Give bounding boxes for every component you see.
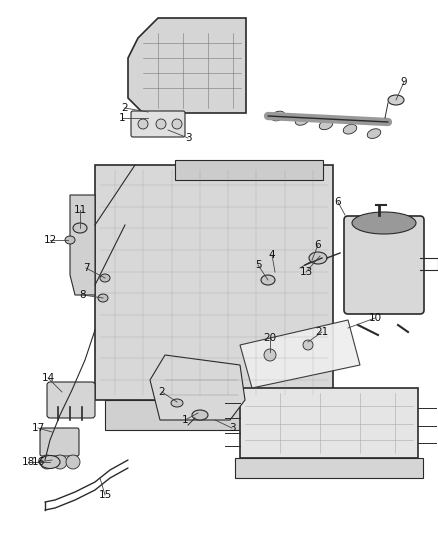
Text: 3: 3 — [229, 423, 235, 433]
Text: 16: 16 — [32, 457, 45, 467]
Text: 1: 1 — [182, 415, 188, 425]
Text: 14: 14 — [41, 373, 55, 383]
Text: 2: 2 — [159, 387, 165, 397]
Ellipse shape — [192, 410, 208, 420]
Polygon shape — [70, 195, 95, 295]
Text: 18: 18 — [21, 457, 35, 467]
Circle shape — [303, 340, 313, 350]
Circle shape — [172, 119, 182, 129]
Text: 2: 2 — [122, 103, 128, 113]
Ellipse shape — [367, 129, 381, 139]
Circle shape — [156, 119, 166, 129]
Ellipse shape — [98, 294, 108, 302]
Circle shape — [138, 119, 148, 129]
Ellipse shape — [309, 252, 327, 264]
Text: 1: 1 — [119, 113, 125, 123]
Polygon shape — [128, 18, 246, 113]
Circle shape — [264, 349, 276, 361]
Text: 6: 6 — [335, 197, 341, 207]
Text: 9: 9 — [401, 77, 407, 87]
Bar — [105, 400, 323, 430]
Ellipse shape — [65, 236, 75, 244]
Text: 6: 6 — [314, 240, 321, 250]
Text: 3: 3 — [185, 133, 191, 143]
Text: 17: 17 — [32, 423, 45, 433]
Ellipse shape — [319, 120, 333, 130]
Ellipse shape — [73, 223, 87, 233]
Ellipse shape — [40, 456, 60, 469]
Text: 11: 11 — [74, 205, 87, 215]
Ellipse shape — [100, 274, 110, 282]
Text: 12: 12 — [43, 235, 57, 245]
Polygon shape — [240, 320, 360, 388]
Text: 5: 5 — [254, 260, 261, 270]
FancyBboxPatch shape — [344, 216, 424, 314]
Ellipse shape — [271, 111, 285, 121]
Text: 10: 10 — [368, 313, 381, 323]
FancyBboxPatch shape — [47, 382, 95, 418]
Text: 20: 20 — [263, 333, 276, 343]
Circle shape — [40, 455, 54, 469]
Text: 7: 7 — [83, 263, 89, 273]
FancyBboxPatch shape — [131, 111, 185, 137]
Polygon shape — [150, 355, 245, 420]
Circle shape — [53, 455, 67, 469]
Bar — [95, 165, 333, 400]
Bar — [240, 388, 418, 458]
Text: 8: 8 — [80, 290, 86, 300]
FancyBboxPatch shape — [40, 428, 79, 456]
Text: 13: 13 — [300, 267, 313, 277]
Text: 4: 4 — [268, 250, 276, 260]
Bar — [235, 458, 423, 478]
Ellipse shape — [171, 399, 183, 407]
Ellipse shape — [352, 212, 416, 234]
Ellipse shape — [261, 275, 275, 285]
Ellipse shape — [343, 124, 357, 134]
Text: 21: 21 — [315, 327, 328, 337]
Circle shape — [66, 455, 80, 469]
Text: 15: 15 — [99, 490, 112, 500]
Bar — [175, 160, 323, 180]
Ellipse shape — [295, 116, 309, 125]
Ellipse shape — [388, 95, 404, 105]
